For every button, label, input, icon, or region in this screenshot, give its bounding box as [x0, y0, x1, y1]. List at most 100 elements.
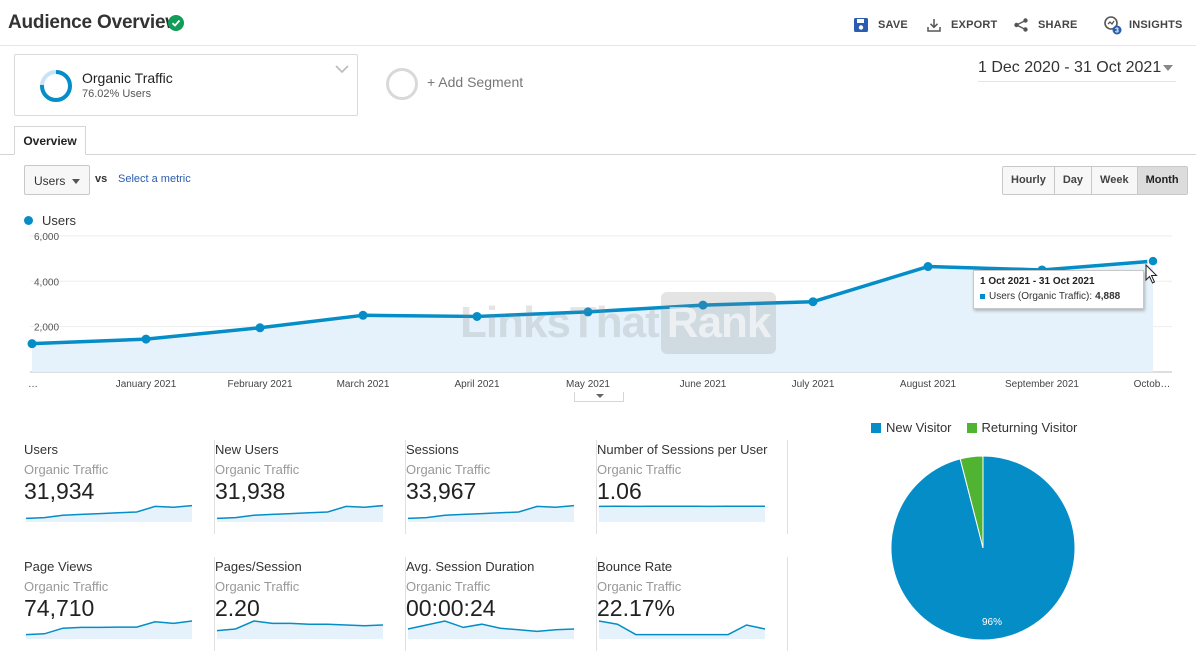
x-tick-label: Octob… — [1134, 379, 1171, 390]
share-label: SHARE — [1038, 19, 1078, 31]
watermark-logo: LinksThat Rank — [460, 288, 777, 358]
sparkline — [598, 620, 766, 639]
x-tick-label: March 2021 — [337, 379, 390, 390]
sparkline-line — [216, 504, 384, 520]
x-tick-label: September 2021 — [1005, 379, 1079, 390]
scorecard-new-users[interactable]: New Users Organic Traffic 31,938 — [215, 440, 406, 544]
sparkline-area — [26, 621, 192, 639]
pie-legend-returning-visitor[interactable]: Returning Visitor — [966, 420, 1077, 435]
y-tick-label: 2,000 — [34, 323, 59, 334]
scorecard-subtitle: Organic Traffic — [24, 579, 109, 594]
scorecard-number-of-sessions-per-user[interactable]: Number of Sessions per User Organic Traff… — [597, 440, 788, 544]
scorecard-sessions[interactable]: Sessions Organic Traffic 33,967 — [406, 440, 597, 544]
scorecard-label: Page Views — [24, 559, 93, 574]
tooltip-value: 4,888 — [1095, 291, 1121, 302]
add-segment-ring-icon[interactable] — [386, 68, 418, 100]
sparkline — [407, 620, 575, 639]
segment-name: Organic Traffic — [82, 70, 173, 86]
scorecard-pages-session[interactable]: Pages/Session Organic Traffic 2.20 — [215, 557, 406, 661]
pie-legend-new-visitor[interactable]: New Visitor — [871, 420, 952, 435]
scorecard-bounce-rate[interactable]: Bounce Rate Organic Traffic 22.17% — [597, 557, 788, 661]
scorecard-subtitle: Organic Traffic — [406, 462, 491, 477]
save-icon — [853, 17, 869, 33]
scorecard-label: Avg. Session Duration — [406, 559, 535, 574]
scorecard-label: Users — [24, 442, 58, 457]
vs-label: vs — [95, 173, 108, 185]
scorecard-divider — [596, 557, 597, 651]
tab-divider — [0, 154, 1196, 155]
scorecard-value: 22.17% — [597, 595, 676, 621]
export-label: EXPORT — [951, 19, 998, 31]
share-button[interactable]: SHARE — [1013, 16, 1078, 34]
scorecard-label: New Users — [215, 442, 279, 457]
download-icon — [926, 17, 942, 33]
scorecard-value: 00:00:24 — [406, 595, 496, 621]
page-header: Audience Overview SAVE EXPORT SHARE 3 IN… — [0, 0, 1196, 46]
data-point[interactable] — [141, 334, 151, 344]
scorecard-avg-session-duration[interactable]: Avg. Session Duration Organic Traffic 00:0… — [406, 557, 597, 661]
tooltip-row: Users (Organic Traffic): 4,888 — [980, 291, 1143, 302]
metric-select[interactable]: Users — [24, 165, 90, 195]
share-icon — [1013, 17, 1029, 33]
sparkline-line — [407, 620, 575, 633]
tooltip-series-label: Users (Organic Traffic): — [989, 291, 1093, 302]
tab-overview[interactable]: Overview — [14, 126, 86, 155]
chevron-down-icon[interactable] — [335, 65, 349, 74]
data-point[interactable] — [358, 310, 368, 320]
data-point[interactable] — [255, 323, 265, 333]
scorecard-divider — [405, 440, 406, 534]
sparkline-area — [408, 621, 574, 639]
data-point[interactable] — [27, 339, 37, 349]
scorecard-subtitle: Organic Traffic — [215, 579, 300, 594]
granularity-week[interactable]: Week — [1091, 167, 1137, 194]
data-point[interactable] — [808, 297, 818, 307]
data-point[interactable] — [472, 311, 482, 321]
watermark-text-boxed: Rank — [660, 292, 777, 354]
scorecard-subtitle: Organic Traffic — [406, 579, 491, 594]
data-point[interactable] — [698, 300, 708, 310]
x-tick-label: July 2021 — [792, 379, 835, 390]
sparkline — [25, 620, 193, 639]
insights-label: INSIGHTS — [1129, 19, 1183, 31]
scorecard-value: 1.06 — [597, 478, 642, 504]
pie-slice-label: 96% — [982, 617, 1002, 628]
granularity-month[interactable]: Month — [1136, 167, 1187, 194]
legend-swatch-icon — [871, 422, 881, 433]
add-segment-button[interactable]: + Add Segment — [427, 74, 524, 90]
date-range-picker[interactable]: 1 Dec 2020 - 31 Oct 2021 — [978, 59, 1162, 76]
select-metric-link[interactable]: Select a metric — [118, 173, 191, 185]
pie-slice-new-visitor[interactable] — [890, 455, 1076, 641]
scorecard-divider — [787, 440, 788, 534]
scorecard-subtitle: Organic Traffic — [597, 579, 682, 594]
insights-icon: 3 — [1103, 16, 1122, 35]
scorecard-subtitle: Organic Traffic — [215, 462, 300, 477]
visitor-pie-chart: 96% — [890, 455, 1076, 641]
scorecard-value: 74,710 — [24, 595, 95, 621]
insights-button[interactable]: 3 INSIGHTS — [1103, 16, 1183, 35]
scorecard-divider — [214, 440, 215, 534]
save-button[interactable]: SAVE — [853, 16, 908, 34]
x-tick-label: … — [28, 379, 38, 390]
granularity-day[interactable]: Day — [1053, 167, 1092, 194]
watermark-text: LinksThat — [460, 298, 660, 347]
caret-down-icon — [596, 394, 604, 398]
mouse-pointer-icon — [1145, 264, 1158, 284]
scorecard-users[interactable]: Users Organic Traffic 31,934 — [24, 440, 215, 544]
scorecard-divider — [596, 440, 597, 534]
data-point[interactable] — [583, 307, 593, 317]
x-tick-label: May 2021 — [566, 379, 610, 390]
caret-down-icon — [72, 179, 80, 184]
data-point[interactable] — [1147, 255, 1159, 267]
users-area — [32, 261, 1153, 372]
data-point[interactable] — [923, 262, 933, 272]
chart-collapse-handle[interactable] — [574, 392, 624, 402]
sparkline-line — [25, 504, 193, 520]
scorecard-page-views[interactable]: Page Views Organic Traffic 74,710 — [24, 557, 215, 661]
page-title: Audience Overview — [8, 12, 180, 33]
export-button[interactable]: EXPORT — [926, 16, 997, 34]
segment-subtext: 76.02% Users — [82, 88, 152, 100]
segment-organic-traffic[interactable]: Organic Traffic 76.02% Users — [14, 54, 358, 116]
verified-check-icon — [168, 15, 184, 31]
granularity-hourly[interactable]: Hourly — [1003, 167, 1054, 194]
date-range-chevron-icon[interactable] — [1163, 65, 1173, 71]
